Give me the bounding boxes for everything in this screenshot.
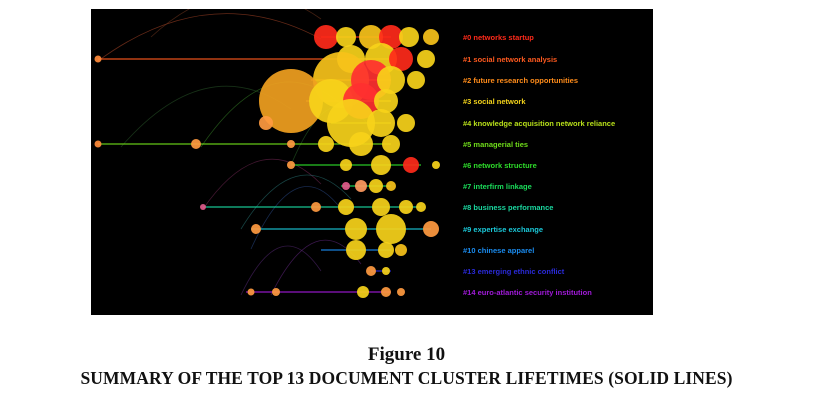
citation-node (379, 25, 403, 49)
citation-node (395, 244, 407, 256)
citation-node (382, 135, 400, 153)
citation-node (251, 224, 261, 234)
citation-arc (202, 158, 322, 210)
citation-node (247, 288, 255, 296)
citation-node (399, 200, 413, 214)
citation-node (417, 50, 435, 68)
citation-node (369, 179, 383, 193)
citation-node (386, 181, 396, 191)
citation-node (94, 140, 102, 148)
citation-node (340, 159, 352, 171)
citation-node (377, 66, 405, 94)
cluster-label: #14 euro-atlantic security institution (463, 288, 592, 297)
citation-node (403, 157, 419, 173)
citation-node (381, 287, 391, 297)
citation-node (357, 286, 369, 298)
citation-node (318, 136, 334, 152)
citation-node (342, 182, 350, 190)
cluster-label: #6 network structure (463, 161, 537, 170)
citation-node (397, 114, 415, 132)
cluster-label: #5 managerial ties (463, 140, 528, 149)
citation-node (367, 109, 395, 137)
citation-arc (97, 13, 322, 62)
cluster-nodes (94, 25, 440, 298)
citation-node (355, 180, 367, 192)
citation-node (432, 161, 440, 169)
citation-arcs (97, 9, 372, 296)
citation-node (259, 69, 323, 133)
citation-node (382, 267, 390, 275)
citation-arc (240, 245, 322, 296)
citation-node (287, 140, 295, 148)
cluster-label: #0 networks startup (463, 33, 534, 42)
citation-node (423, 29, 439, 45)
citation-node (374, 89, 398, 113)
citation-node (314, 25, 338, 49)
citation-node (191, 139, 201, 149)
cluster-labels: #0 networks startup #1 social network an… (463, 33, 615, 297)
citation-node (371, 155, 391, 175)
cluster-label: #8 business performance (463, 203, 553, 212)
cluster-label: #7 interfirm linkage (463, 182, 532, 191)
citation-node (200, 204, 206, 210)
citation-node (399, 27, 419, 47)
citation-node (346, 240, 366, 260)
cluster-timeline-figure: #0 networks startup #1 social network an… (91, 9, 653, 315)
citation-node (94, 55, 102, 63)
citation-node (376, 214, 406, 244)
cluster-label: #9 expertise exchange (463, 225, 543, 234)
citation-arc (150, 9, 322, 38)
citation-node (378, 242, 394, 258)
citation-node (366, 266, 376, 276)
citation-node (345, 218, 367, 240)
figure-caption: SUMMARY OF THE TOP 13 DOCUMENT CLUSTER L… (80, 368, 733, 388)
citation-node (372, 198, 390, 216)
cluster-label: #4 knowledge acquisition network relianc… (463, 119, 615, 128)
citation-node (359, 25, 383, 49)
citation-node (416, 202, 426, 212)
cluster-label: #13 emerging ethnic conflict (463, 267, 565, 276)
citation-node (272, 288, 280, 296)
timeline-canvas: #0 networks startup #1 social network an… (94, 9, 615, 298)
cluster-label: #2 future research opportunities (463, 76, 578, 85)
figure-number: Figure 10 (367, 344, 446, 365)
citation-node (389, 47, 413, 71)
citation-node (407, 71, 425, 89)
cluster-label: #3 social network (463, 97, 526, 106)
citation-node (336, 27, 356, 47)
citation-arc (250, 186, 342, 250)
cluster-label: #1 social network analysis (463, 55, 557, 64)
citation-node (349, 132, 373, 156)
citation-node (338, 199, 354, 215)
cluster-label: #10 chinese apparel (463, 246, 534, 255)
citation-node (259, 116, 273, 130)
citation-node (311, 202, 321, 212)
citation-arc (240, 174, 352, 230)
citation-node (397, 288, 405, 296)
citation-node (287, 161, 295, 169)
citation-node (423, 221, 439, 237)
